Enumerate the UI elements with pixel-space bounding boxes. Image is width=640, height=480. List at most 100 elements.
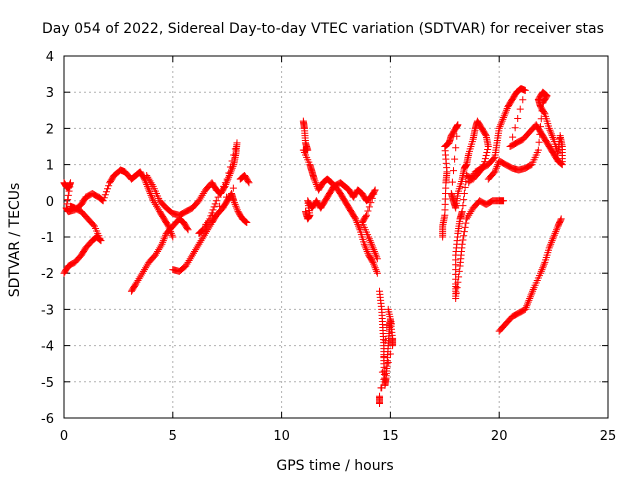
data-point xyxy=(184,258,192,266)
data-point xyxy=(469,171,477,179)
y-tick-label: 3 xyxy=(46,86,54,101)
data-point xyxy=(540,260,548,268)
data-point xyxy=(364,249,372,257)
data-point xyxy=(537,123,545,131)
data-point xyxy=(327,178,335,186)
data-point xyxy=(519,96,527,104)
data-point xyxy=(229,184,237,192)
data-point xyxy=(481,130,489,138)
data-point xyxy=(223,175,231,183)
data-point xyxy=(526,293,534,301)
data-point xyxy=(138,269,146,277)
data-point xyxy=(537,267,545,275)
data-point xyxy=(169,233,177,241)
data-point xyxy=(134,276,142,284)
data-point xyxy=(212,197,220,205)
data-point xyxy=(497,119,505,127)
data-point xyxy=(155,246,163,254)
data-point xyxy=(378,368,386,376)
data-point xyxy=(495,157,503,165)
data-point xyxy=(104,185,112,193)
data-point xyxy=(360,240,368,248)
data-point xyxy=(243,219,251,227)
data-point xyxy=(158,240,166,248)
data-point xyxy=(183,260,191,268)
data-point xyxy=(196,195,204,203)
data-point xyxy=(141,266,149,274)
data-point xyxy=(197,237,205,245)
data-point xyxy=(386,350,394,358)
data-point xyxy=(233,204,241,212)
data-point xyxy=(537,269,545,277)
data-point xyxy=(460,232,468,240)
y-tick-label: 2 xyxy=(46,122,54,137)
data-point xyxy=(242,218,250,226)
data-point xyxy=(546,242,554,250)
data-point xyxy=(523,302,531,310)
data-point xyxy=(146,188,154,196)
data-point xyxy=(539,264,547,272)
data-point xyxy=(459,236,467,244)
data-point xyxy=(105,182,113,190)
data-point xyxy=(467,208,475,216)
data-point xyxy=(139,267,147,275)
data-point xyxy=(526,295,534,303)
data-point xyxy=(351,214,359,222)
data-point xyxy=(370,260,378,268)
data-point xyxy=(368,194,376,202)
data-point xyxy=(448,178,456,186)
data-point xyxy=(185,257,193,265)
data-points xyxy=(60,85,566,408)
data-point xyxy=(367,199,375,207)
data-point xyxy=(466,209,474,217)
data-point xyxy=(156,244,164,252)
data-point xyxy=(453,132,461,140)
x-tick-label: 5 xyxy=(169,429,177,444)
data-point xyxy=(188,251,196,259)
data-point xyxy=(148,181,156,189)
data-point xyxy=(492,166,500,174)
data-point xyxy=(198,235,206,243)
data-point xyxy=(200,231,208,239)
data-point xyxy=(154,204,162,212)
data-point xyxy=(389,342,397,350)
data-point xyxy=(521,305,529,313)
data-point xyxy=(369,258,377,266)
data-point xyxy=(550,135,558,143)
data-point xyxy=(511,124,519,132)
data-point xyxy=(312,179,320,187)
data-point xyxy=(465,211,473,219)
data-point xyxy=(464,213,472,221)
data-point xyxy=(455,267,463,275)
data-point xyxy=(535,138,543,146)
data-point xyxy=(552,228,560,236)
data-point xyxy=(371,264,379,272)
data-point xyxy=(231,200,239,208)
data-point xyxy=(501,110,509,118)
data-point xyxy=(64,191,72,199)
data-point xyxy=(186,255,194,263)
data-point xyxy=(67,179,75,187)
data-point xyxy=(146,177,154,185)
data-point xyxy=(525,296,533,304)
data-point xyxy=(245,179,253,187)
data-point xyxy=(496,123,504,131)
data-point xyxy=(509,133,517,141)
data-point xyxy=(452,295,460,303)
data-point xyxy=(499,115,507,123)
data-point xyxy=(373,253,381,261)
data-point xyxy=(467,175,475,183)
data-point xyxy=(365,235,373,243)
data-point xyxy=(244,177,252,185)
data-point xyxy=(493,162,501,170)
data-point xyxy=(521,86,529,94)
data-point xyxy=(453,284,461,292)
data-point xyxy=(528,289,536,297)
data-point xyxy=(500,114,508,122)
y-tick-label: -1 xyxy=(41,231,54,246)
data-point xyxy=(368,242,376,250)
data-point xyxy=(366,237,374,245)
data-point xyxy=(362,246,370,254)
data-point xyxy=(221,179,229,187)
